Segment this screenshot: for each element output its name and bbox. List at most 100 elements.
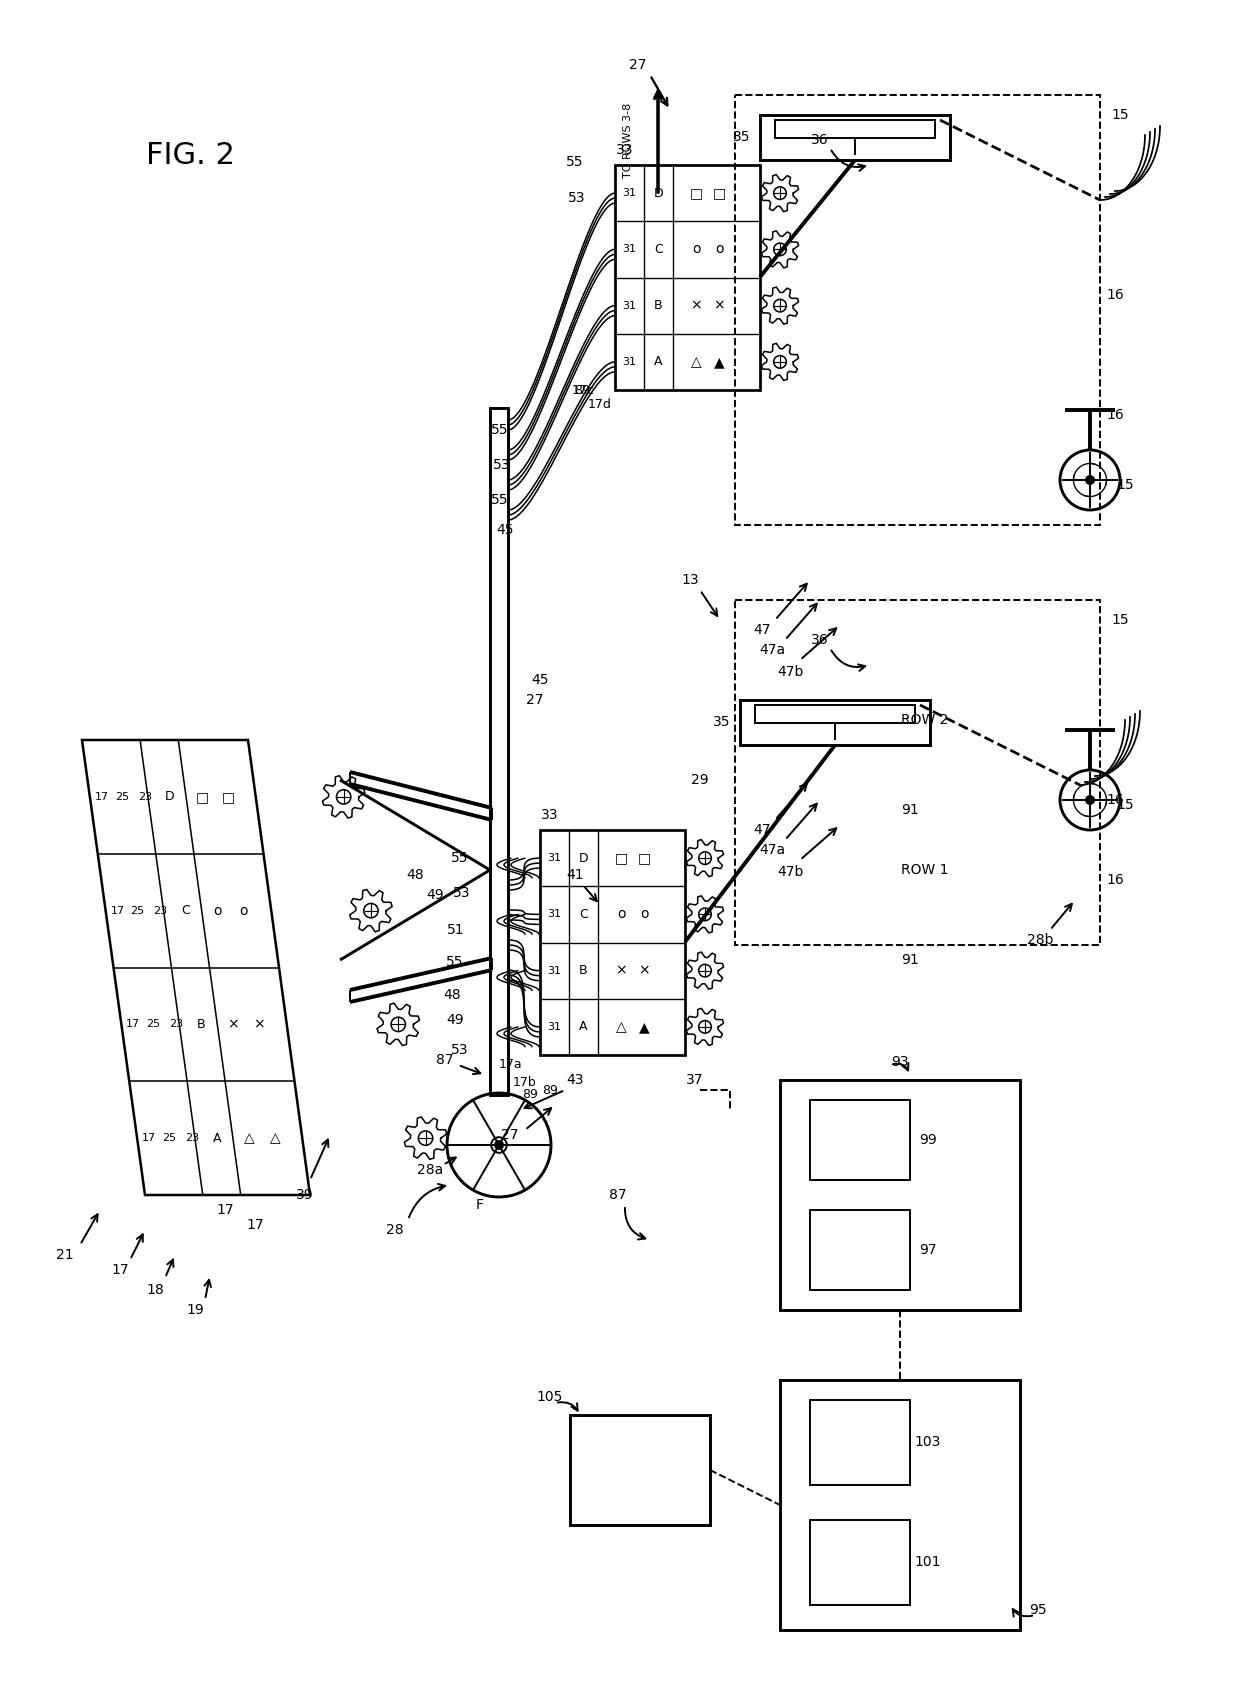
Text: 89: 89 (542, 1083, 558, 1097)
Text: △: △ (691, 354, 702, 370)
Text: 17: 17 (112, 1263, 129, 1276)
Circle shape (495, 1141, 503, 1149)
Text: 53: 53 (568, 192, 585, 205)
Bar (780, 1380, 1021, 1631)
Text: 45: 45 (496, 524, 513, 537)
Text: 87: 87 (609, 1188, 626, 1202)
Text: 89: 89 (522, 1088, 538, 1102)
Text: □: □ (637, 851, 651, 864)
Text: 27: 27 (526, 693, 544, 707)
Text: ×: × (639, 964, 650, 978)
Bar (539, 831, 684, 1054)
Bar (735, 95, 1100, 525)
Text: o: o (640, 907, 649, 922)
Text: 17a: 17a (498, 1058, 522, 1071)
Text: 48: 48 (443, 988, 461, 1002)
Text: ▲: ▲ (639, 1020, 650, 1034)
Text: ×: × (615, 964, 627, 978)
Text: 91: 91 (901, 953, 919, 968)
Text: 15: 15 (1116, 798, 1133, 812)
Text: □: □ (713, 186, 725, 200)
Text: 97: 97 (919, 1242, 936, 1258)
Text: ROW 1: ROW 1 (901, 863, 949, 876)
Text: 15: 15 (1111, 614, 1128, 627)
Text: 17: 17 (126, 1019, 140, 1029)
Text: 17: 17 (216, 1203, 234, 1217)
Text: 47b: 47b (776, 664, 804, 680)
Text: 36: 36 (811, 132, 828, 147)
Text: 89: 89 (574, 383, 590, 397)
Text: □: □ (615, 851, 627, 864)
Text: 13: 13 (681, 573, 699, 586)
Text: 33: 33 (541, 809, 559, 822)
Text: 28: 28 (386, 1224, 404, 1237)
Text: 101: 101 (915, 1554, 941, 1570)
Text: △: △ (244, 1131, 254, 1146)
Text: 55: 55 (491, 424, 508, 437)
Text: □: □ (196, 790, 208, 803)
Text: 16: 16 (1106, 288, 1123, 302)
Bar (740, 700, 930, 746)
Text: o: o (618, 907, 625, 922)
Text: 36: 36 (811, 632, 828, 647)
Text: 17c: 17c (572, 383, 594, 397)
Text: o: o (213, 903, 222, 917)
Text: 29: 29 (691, 773, 709, 786)
Text: 103: 103 (915, 1436, 941, 1449)
Text: 31: 31 (548, 966, 562, 976)
Text: 87: 87 (436, 1053, 454, 1066)
Text: 47: 47 (753, 624, 771, 637)
Text: 18: 18 (146, 1283, 164, 1297)
Text: B: B (579, 964, 588, 976)
Text: ▲: ▲ (714, 354, 724, 370)
Text: 35: 35 (733, 131, 750, 144)
Text: 17b: 17b (513, 1076, 537, 1088)
Bar (760, 115, 950, 159)
Text: 25: 25 (115, 792, 129, 802)
Circle shape (1086, 476, 1094, 485)
Text: C: C (579, 909, 588, 920)
Text: 53: 53 (451, 1042, 469, 1058)
Text: 31: 31 (622, 358, 636, 366)
Bar (810, 1520, 910, 1605)
Bar (755, 705, 915, 724)
Text: 31: 31 (622, 188, 636, 198)
Bar (810, 1100, 910, 1180)
Text: TO ROWS 3-8: TO ROWS 3-8 (622, 102, 632, 178)
Text: 95: 95 (1029, 1603, 1047, 1617)
Text: FIG. 2: FIG. 2 (145, 141, 234, 170)
Text: 17d: 17d (588, 398, 611, 412)
Circle shape (1086, 797, 1094, 803)
Text: D: D (579, 851, 588, 864)
Text: □: □ (689, 186, 703, 200)
Text: 37: 37 (686, 1073, 704, 1086)
Text: 17: 17 (247, 1219, 264, 1232)
Bar (775, 120, 935, 137)
Text: F: F (476, 1198, 484, 1212)
Text: 49: 49 (427, 888, 444, 902)
Bar (735, 600, 1100, 946)
Text: C: C (655, 242, 663, 256)
Text: 99: 99 (919, 1132, 937, 1148)
Text: 35: 35 (713, 715, 730, 729)
Text: 25: 25 (146, 1019, 160, 1029)
Text: ×: × (713, 298, 725, 312)
Text: 16: 16 (1106, 873, 1123, 886)
Text: 15: 15 (1116, 478, 1133, 492)
Text: 55: 55 (446, 954, 464, 970)
Text: △: △ (616, 1020, 626, 1034)
Text: 28b: 28b (1027, 932, 1053, 948)
Text: 17: 17 (143, 1134, 156, 1142)
Text: 23: 23 (138, 792, 153, 802)
Text: 93: 93 (892, 1054, 909, 1070)
Text: 48: 48 (407, 868, 424, 881)
Text: 41: 41 (567, 868, 584, 881)
Text: 91: 91 (901, 803, 919, 817)
Text: 45: 45 (531, 673, 549, 686)
Text: 17: 17 (94, 792, 109, 802)
Text: 51: 51 (448, 924, 465, 937)
Text: D: D (165, 790, 175, 803)
Text: 47b: 47b (776, 864, 804, 880)
Text: 23: 23 (185, 1134, 200, 1142)
Text: B: B (655, 298, 663, 312)
